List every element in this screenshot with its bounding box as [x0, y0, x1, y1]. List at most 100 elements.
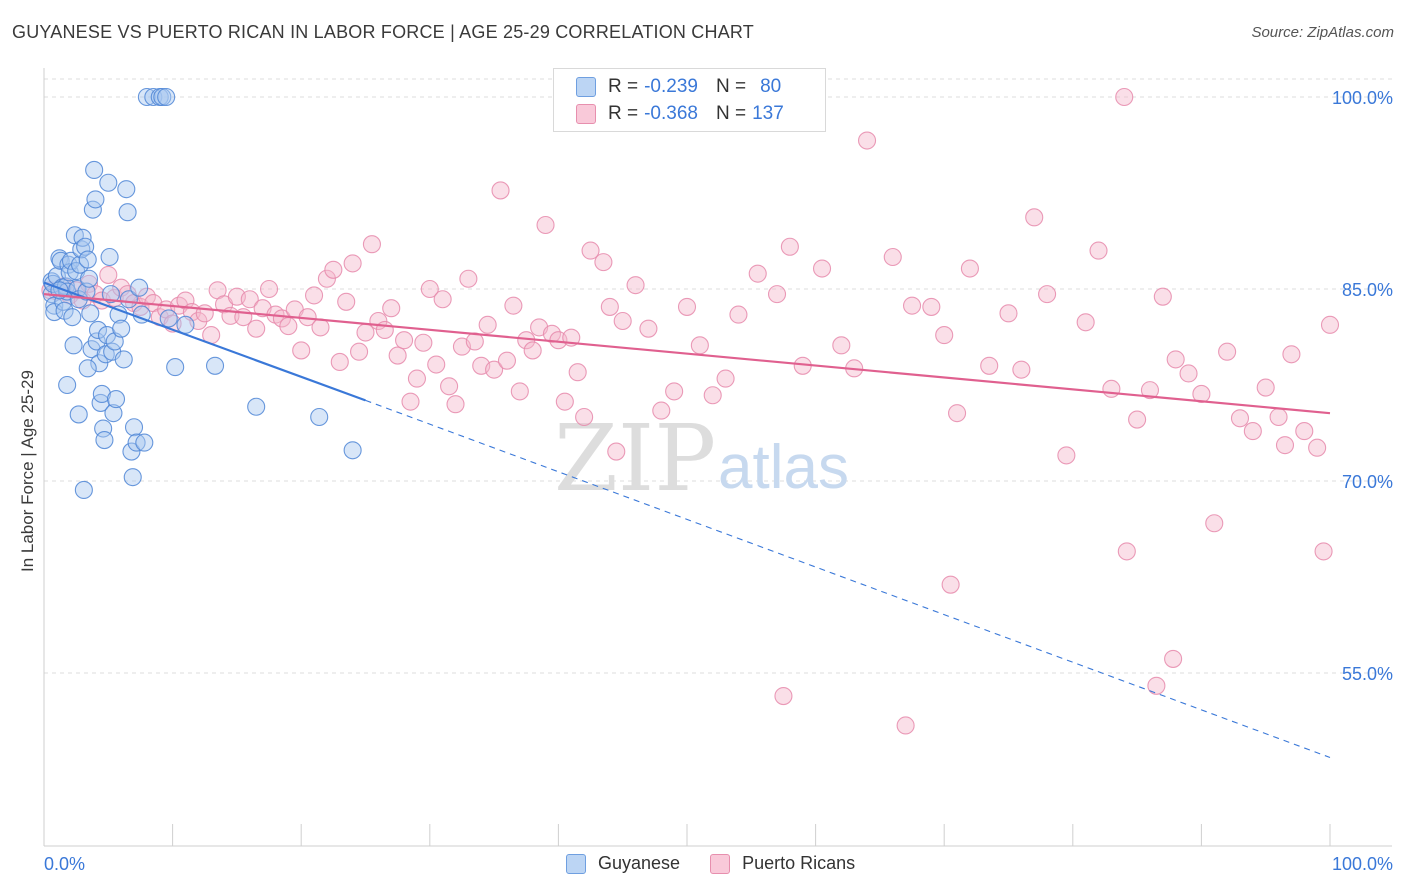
data-point — [812, 259, 832, 278]
data-point — [343, 441, 362, 460]
legend-n-value: 137 — [752, 103, 784, 124]
data-point — [677, 297, 697, 316]
data-point — [130, 278, 149, 297]
data-point — [948, 404, 967, 423]
data-point — [382, 299, 401, 318]
legend-n-label: N = — [715, 103, 747, 124]
data-point — [896, 716, 915, 735]
data-point — [497, 351, 517, 370]
data-point — [94, 419, 113, 438]
data-point — [414, 333, 433, 352]
correlation-legend: R = -0.239 N = 80 R = -0.368 N = 137 — [553, 68, 826, 132]
data-point — [420, 279, 439, 299]
data-point — [99, 265, 118, 284]
data-point — [902, 296, 922, 315]
data-point — [665, 382, 684, 401]
data-point — [980, 356, 999, 375]
data-point — [1205, 514, 1224, 533]
series-legend-guyanese: Guyanese — [566, 853, 680, 874]
data-point — [478, 315, 497, 334]
watermark-atlas: atlas — [718, 433, 849, 502]
data-point — [581, 241, 600, 260]
data-point — [240, 290, 259, 309]
data-point — [1269, 407, 1288, 427]
data-point — [542, 324, 562, 343]
puerto-ricans-trend-line — [43, 293, 1331, 415]
data-point — [259, 279, 279, 299]
data-point — [69, 405, 88, 424]
data-point — [350, 342, 369, 361]
data-point — [64, 336, 83, 355]
data-point — [247, 319, 266, 338]
data-point — [375, 320, 394, 340]
data-point — [1102, 379, 1121, 398]
data-point — [60, 263, 79, 282]
legend-r-value: -0.368 — [644, 103, 698, 124]
data-point — [122, 442, 141, 461]
data-point — [106, 390, 126, 409]
data-point — [119, 290, 138, 309]
data-point — [922, 297, 941, 316]
data-point — [1089, 241, 1108, 260]
data-point — [87, 332, 106, 351]
data-point — [1218, 342, 1237, 361]
data-point — [88, 320, 108, 340]
data-point — [78, 250, 97, 269]
data-point — [941, 575, 960, 594]
data-point — [1038, 285, 1057, 304]
data-point — [330, 352, 349, 372]
data-point — [153, 87, 172, 107]
data-point — [780, 237, 799, 256]
data-point — [1057, 446, 1076, 465]
data-point — [485, 360, 504, 379]
legend-r-label: R = — [608, 103, 639, 124]
y-tick-labels: 100.0% 85.0% 70.0% 55.0% — [1332, 88, 1393, 684]
data-point — [1166, 350, 1185, 369]
legend-swatch-pink — [576, 104, 596, 124]
data-point — [279, 317, 298, 336]
data-point — [1314, 542, 1333, 561]
y-axis-label: In Labor Force | Age 25-29 — [18, 370, 37, 572]
data-point — [100, 247, 119, 267]
data-point — [1153, 287, 1172, 306]
y-tick-label: 100.0% — [1332, 88, 1393, 108]
data-point — [1140, 381, 1160, 400]
data-point — [124, 418, 144, 437]
legend-row-guyanese: R = -0.239 N = 80 — [576, 74, 781, 100]
data-point — [99, 173, 118, 192]
data-point — [401, 392, 420, 411]
x-tick-label-max: 100.0% — [1332, 854, 1393, 874]
data-point — [81, 304, 100, 323]
y-tick-label: 55.0% — [1342, 664, 1393, 684]
data-point — [292, 341, 311, 360]
data-point — [1012, 360, 1031, 379]
data-point — [205, 356, 225, 375]
data-point — [504, 296, 523, 315]
data-point — [1147, 676, 1166, 695]
trend-lines — [43, 281, 1331, 758]
data-point — [883, 247, 902, 267]
data-point — [117, 180, 136, 199]
data-point — [317, 269, 336, 288]
series-legend-label: Puerto Ricans — [742, 853, 856, 873]
data-point — [716, 369, 735, 388]
data-point — [79, 269, 99, 288]
data-point — [95, 430, 114, 450]
data-point — [112, 319, 131, 338]
data-point — [575, 407, 594, 427]
data-point — [159, 309, 178, 328]
series-swatch-pink — [710, 853, 731, 874]
data-point — [123, 468, 142, 487]
data-point — [446, 395, 465, 414]
guyanese-trend-line — [43, 281, 366, 402]
data-point — [767, 285, 787, 304]
data-point — [594, 253, 613, 272]
guyanese-points — [42, 87, 362, 500]
data-point — [832, 336, 851, 355]
data-point — [652, 401, 671, 420]
data-point — [774, 686, 793, 706]
data-point — [54, 292, 73, 311]
y-tick-label: 85.0% — [1342, 280, 1393, 300]
data-point — [639, 319, 658, 338]
